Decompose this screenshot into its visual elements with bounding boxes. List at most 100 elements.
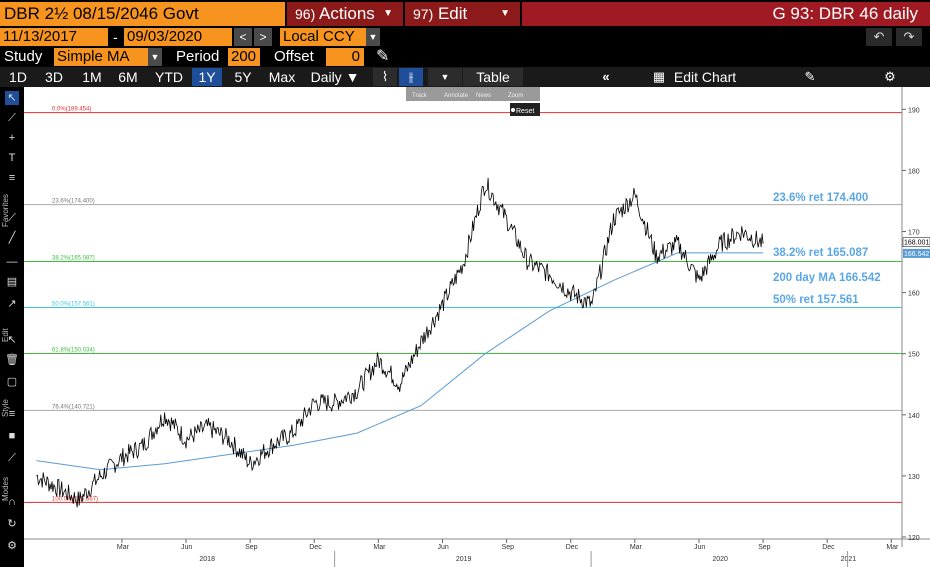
ma-price-text: 166.542 [904,251,929,258]
x-tick-label: Mar [886,544,899,551]
float-tool-news[interactable]: News [476,93,491,99]
select-icon[interactable]: ↖ [7,334,17,346]
annotation-label: 23.6% ret 174.400 [773,192,868,204]
x-year-label: 2021 [841,556,857,563]
ma-price-tag [903,248,930,258]
study-label: Study [4,48,43,65]
security-field[interactable]: DBR 2½ 08/15/2046 Govt [0,2,285,26]
period-label: Period [176,48,220,65]
x-year-label: 2019 [456,556,472,563]
period-max[interactable]: Max [268,69,296,85]
draw-line-icon[interactable]: ⟋ [8,112,16,124]
chevron-down-icon[interactable]: ▼ [148,48,162,66]
period-field[interactable]: 200 [228,48,260,66]
delete-icon[interactable]: 🗑 [5,354,19,366]
end-date-field[interactable]: 09/03/2020 [124,28,232,46]
reset-icon [511,108,515,112]
period-1d[interactable]: 1D [9,69,27,85]
line-chart-icon[interactable]: ⌇ [373,68,397,86]
channel-icon[interactable]: ▤ [6,276,18,288]
float-tool-track[interactable]: Track [412,93,428,99]
copy-icon[interactable]: ▢ [6,376,18,388]
y-tick-label: 150 [908,352,920,359]
x-year-label: 2018 [199,556,215,563]
floating-toolbar: Track Annotate News Zoom Reset [406,87,540,117]
study-select[interactable]: Simple MA [54,48,148,66]
table-button[interactable]: Table [463,68,523,86]
study-bar: Study Simple MA ▼ Period 200 Offset 0 ✎ [0,47,930,67]
gear-icon[interactable]: ⚙ [7,540,17,552]
y-tick-label: 160 [908,291,920,298]
actions-menu[interactable]: 96) Actions ▼ [287,2,403,26]
next-period-button[interactable]: > [254,28,272,46]
edit-chart-button[interactable]: Edit Chart [673,69,737,85]
fib-label: 61.8%(150.034) [52,348,95,354]
fibonacci-icon[interactable]: ≡ [8,172,16,184]
prev-period-button[interactable]: < [234,28,252,46]
period-6m[interactable]: 6M [118,69,138,85]
redo-icon[interactable]: ↷ [896,28,922,46]
x-tick-label: Sep [245,544,258,551]
last-price-text: 168.001 [904,240,929,247]
x-tick-label: Mar [117,544,130,551]
x-tick-label: Dec [566,544,579,551]
brush-icon[interactable]: ⟋ [8,452,16,464]
last-price-tag [902,237,930,247]
frequency-select[interactable]: Daily ▼ [310,69,360,85]
period-1m[interactable]: 1M [82,69,102,85]
refresh-icon[interactable]: ↻ [7,518,17,530]
y-tick-label: 170 [908,230,920,237]
x-tick-label: Jun [694,544,705,551]
chart-area[interactable]: 0.0%(189.454) 23.6%(174.400) 38.2%(165.087… [24,87,930,567]
fib-label: 50.0%(157.561) [52,302,95,308]
edit-chart-icon[interactable]: ▦ [652,69,666,84]
ray-icon[interactable]: ╱ [8,232,16,244]
fib-label: 0.0%(189.454) [52,107,91,113]
fib-label: 76.4%(140.721) [52,404,95,410]
offset-field[interactable]: 0 [326,48,364,66]
float-tool-zoom[interactable]: Zoom [508,93,523,99]
chart-title: G 93: DBR 46 daily [522,2,930,26]
period-3d[interactable]: 3D [45,69,63,85]
y-tick-label: 180 [908,168,920,175]
crosshair-icon[interactable]: + [8,132,16,144]
fib-label: 23.6%(174.400) [52,199,95,205]
magnet-icon[interactable]: ∩ [8,496,16,508]
start-date-field[interactable]: 11/13/2017 [0,28,108,46]
reset-button[interactable]: Reset [516,108,534,115]
currency-select[interactable]: Local CCY [280,28,366,46]
text-tool-icon[interactable]: T [8,152,16,164]
price-chart[interactable]: 0.0%(189.454) 23.6%(174.400) 38.2%(165.087… [24,87,930,567]
actions-label: Actions [319,4,375,23]
candlestick-icon[interactable]: ⫲ [399,68,423,86]
color-icon[interactable]: ■ [8,430,16,442]
cursor-icon[interactable]: ↖ [5,91,19,105]
line-style-icon[interactable]: ≡ [8,408,16,420]
period-1y[interactable]: 1Y [192,68,222,86]
range-dash: - [113,29,118,45]
edit-menu[interactable]: 97) Edit ▼ [405,2,520,26]
annotation-label: 200 day MA 166.542 [773,272,881,284]
arrow-icon[interactable]: ↗ [7,298,17,310]
x-tick-label: Sep [758,544,771,551]
chevron-down-icon[interactable]: ▼ [366,28,380,46]
annotation-label: 50% ret 157.561 [773,294,859,306]
hline-icon[interactable]: — [6,256,18,268]
period-5y[interactable]: 5Y [234,69,252,85]
float-tool-annotate[interactable]: Annotate [444,93,469,99]
pencil-icon[interactable]: ✎ [376,48,390,65]
chevron-down-icon[interactable]: ▼ [428,68,462,86]
trendline-icon[interactable]: ⟋ [8,212,16,224]
period-ytd[interactable]: YTD [155,69,183,85]
undo-icon[interactable]: ↶ [866,28,892,46]
chevron-down-icon: ▼ [383,8,393,19]
x-tick-label: Jun [181,544,192,551]
annotate-icon[interactable]: ✎ [804,69,816,84]
gear-icon[interactable]: ⚙ [884,69,896,84]
x-tick-label: Mar [630,544,643,551]
x-tick-label: Mar [373,544,386,551]
x-tick-label: Dec [822,544,835,551]
edit-label: Edit [437,4,468,23]
collapse-icon[interactable]: « [602,69,610,84]
top-bar: DBR 2½ 08/15/2046 Govt 96) Actions ▼ 97)… [0,0,930,27]
